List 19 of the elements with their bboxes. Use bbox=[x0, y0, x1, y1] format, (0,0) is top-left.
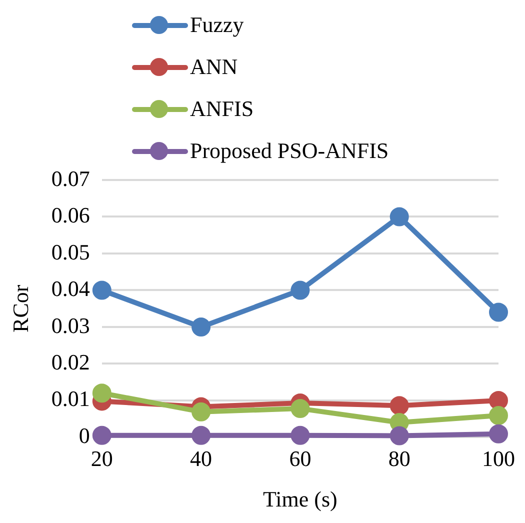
x-tick-label: 100 bbox=[482, 446, 515, 472]
y-tick-label: 0.07 bbox=[51, 166, 90, 191]
y-tick-label: 0.04 bbox=[51, 276, 90, 302]
y-tick-label: 0 bbox=[78, 422, 90, 448]
y-tick-label: 0.05 bbox=[51, 239, 90, 264]
legend-label: Proposed PSO-ANFIS bbox=[190, 138, 389, 164]
legend-label: Fuzzy bbox=[190, 12, 244, 38]
x-axis-title: Time (s) bbox=[263, 486, 338, 512]
y-tick-label: 0.01 bbox=[51, 386, 90, 412]
x-tick-label: 60 bbox=[289, 446, 312, 472]
legend-label: ANN bbox=[190, 54, 238, 80]
x-tick-label: 20 bbox=[90, 446, 113, 472]
y-tick-label: 0.06 bbox=[51, 202, 90, 228]
y-tick-label: 0.03 bbox=[51, 312, 90, 338]
y-axis-title: RCor bbox=[8, 284, 33, 332]
legend-label: ANFIS bbox=[190, 96, 254, 122]
x-tick-label: 80 bbox=[388, 446, 410, 472]
x-tick-label: 40 bbox=[190, 446, 212, 472]
y-tick-label: 0.02 bbox=[51, 349, 90, 374]
